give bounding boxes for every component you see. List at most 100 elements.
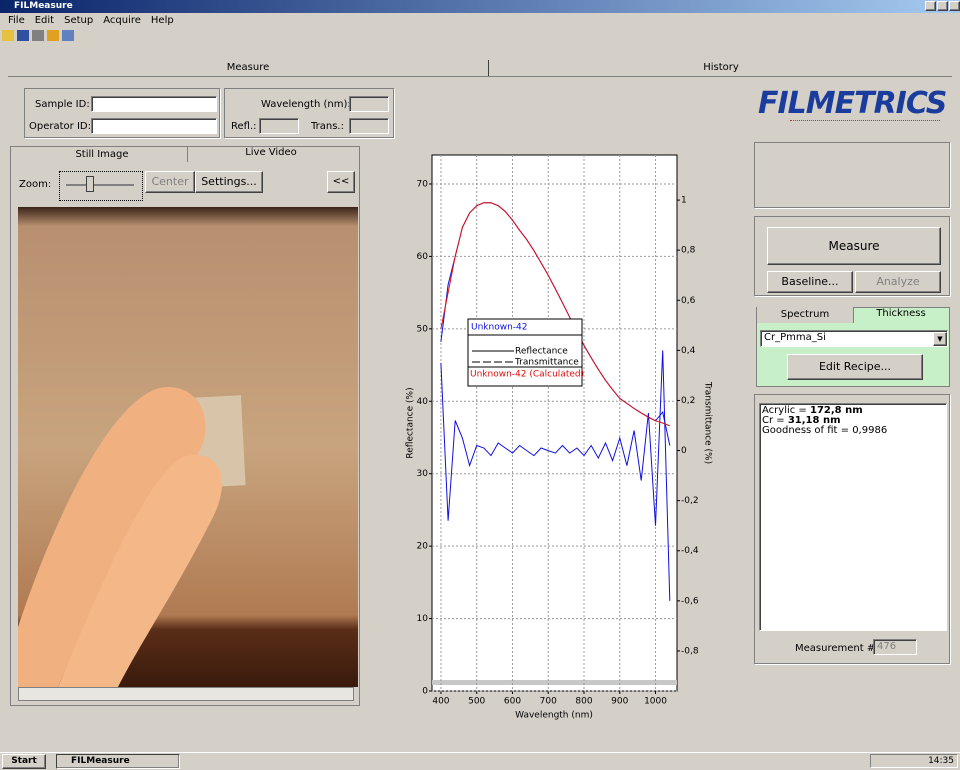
collapse-button[interactable]: << [327,171,355,193]
y-tick-label: 70 [417,179,429,189]
analyze-button[interactable]: Analyze [855,271,941,293]
window-title: FILMeasure [14,0,73,13]
operator-id-input[interactable] [91,118,217,134]
x-tick-label: 800 [575,697,592,707]
main-tabs: Measure History [8,60,952,77]
open-icon[interactable] [2,30,14,41]
y-axis-label: Reflectance (%) [406,387,416,458]
tab[interactable]: Measure [8,60,488,76]
tab[interactable]: Thickness [853,307,949,323]
wavelength-field [349,96,389,112]
tab[interactable]: History [488,60,953,76]
y-tick-label: 50 [417,324,429,334]
y2-tick-label: -0,8 [681,646,699,656]
menu-item[interactable]: File [8,15,25,28]
settings-button[interactable]: Settings... [195,171,263,193]
recipe-select[interactable]: Cr_Pmma_Si [760,330,948,347]
y-tick-label: 30 [417,469,429,479]
trans-field [349,118,389,134]
sample-group: Sample ID: Operator ID: [24,88,220,138]
y2-tick-label: -0,4 [681,546,699,556]
x-tick-label: 400 [432,697,449,707]
menu-item[interactable]: Acquire [103,15,141,28]
y-tick-label: 60 [417,252,429,262]
tab[interactable]: Still Image [17,147,188,162]
task-button[interactable]: FILMeasure [56,754,180,769]
center-button[interactable]: Center [145,171,195,193]
logo-underline [790,120,940,124]
menu-item[interactable]: Setup [64,15,93,28]
measure-group: Measure Baseline... Analyze [754,216,950,296]
menu-item[interactable]: Edit [35,15,54,28]
y-tick-label: 0 [422,687,428,697]
screen: FILMeasure File Edit Setup Acquire Help Meas… [0,0,960,769]
baseline-button[interactable]: Baseline... [767,271,853,293]
x-axis-label: Wavelength (nm) [515,711,593,721]
legend-title: Unknown-42 [471,323,527,333]
refl-field [259,118,299,134]
logo: FILMETRICS [758,86,946,121]
edit-recipe-button[interactable]: Edit Recipe... [787,354,923,380]
sample-id-input[interactable] [91,96,217,112]
legend-label: Transmittance [514,358,579,368]
dropdown-button[interactable]: ▼ [933,332,947,346]
tab[interactable]: Live Video [187,145,355,160]
tool-icon[interactable] [47,30,59,41]
result-line: Goodness of fit = 0,9986 [762,426,944,436]
x-tick-label: 600 [504,697,521,707]
y2-tick-label: 0 [681,446,687,456]
spectrum-chart: Reflectance (%) Transmittance (%) Wavele… [390,145,730,730]
label: Zoom: [19,179,51,190]
minimize-button[interactable] [925,1,936,11]
label: Measurement # [795,643,875,654]
result-text: Goodness of fit = 0,9986 [762,425,887,436]
video-panel: Still Image Live Video Zoom: Center Sett… [10,146,360,706]
print-icon[interactable] [32,30,44,41]
plot-area [432,155,677,691]
x-tick-label: 1000 [644,697,667,707]
y2-tick-label: 0,8 [681,246,696,256]
y-tick-label: 40 [417,397,429,407]
y2-axis-label: Transmittance (%) [703,381,713,464]
readout-group: Wavelength (nm): Refl.: Trans.: [224,88,394,138]
y2-tick-label: -0,2 [681,496,699,506]
y2-tick-label: 1 [681,196,687,206]
y2-tick-label: 0,6 [681,296,696,306]
measurement-number: 476 [873,639,917,655]
legend-label: Reflectance [515,347,568,357]
zoom-slider[interactable] [59,171,143,201]
close-button[interactable] [949,1,960,11]
measure-button[interactable]: Measure [767,227,941,265]
label: Operator ID: [29,121,91,132]
tool-icon[interactable] [62,30,74,41]
menu-bar: File Edit Setup Acquire Help [8,15,174,28]
tab[interactable]: Spectrum [757,307,854,323]
toolbar [2,30,74,41]
save-icon[interactable] [17,30,29,41]
label: Sample ID: [35,99,90,110]
y2-tick-label: 0,4 [681,346,696,356]
live-video [18,207,358,687]
menu-item[interactable]: Help [151,15,174,28]
start-button[interactable]: Start [2,754,46,769]
maximize-button[interactable] [937,1,948,11]
y-tick-label: 10 [417,614,429,624]
status-box [754,142,950,208]
title-bar: FILMeasure [0,0,960,13]
label: Wavelength (nm): [261,99,351,110]
legend-label: Unknown-42 (Calculated) [470,370,584,380]
recipe-name: Cr_Pmma_Si [764,332,826,343]
y2-tick-label: -0,6 [681,596,699,606]
baseline-band [432,680,677,685]
label: Trans.: [311,121,344,132]
x-tick-label: 900 [611,697,628,707]
label: Refl.: [231,121,257,132]
x-tick-label: 700 [540,697,557,707]
taskbar: Start FILMeasure 14:35 [0,752,960,770]
tray: 14:35 [870,754,958,768]
x-tick-label: 500 [468,697,485,707]
clock: 14:35 [928,756,954,766]
scrollbar[interactable] [18,687,354,701]
recipe-panel: Spectrum Thickness Cr_Pmma_Si ▼ Edit Rec… [756,307,950,387]
